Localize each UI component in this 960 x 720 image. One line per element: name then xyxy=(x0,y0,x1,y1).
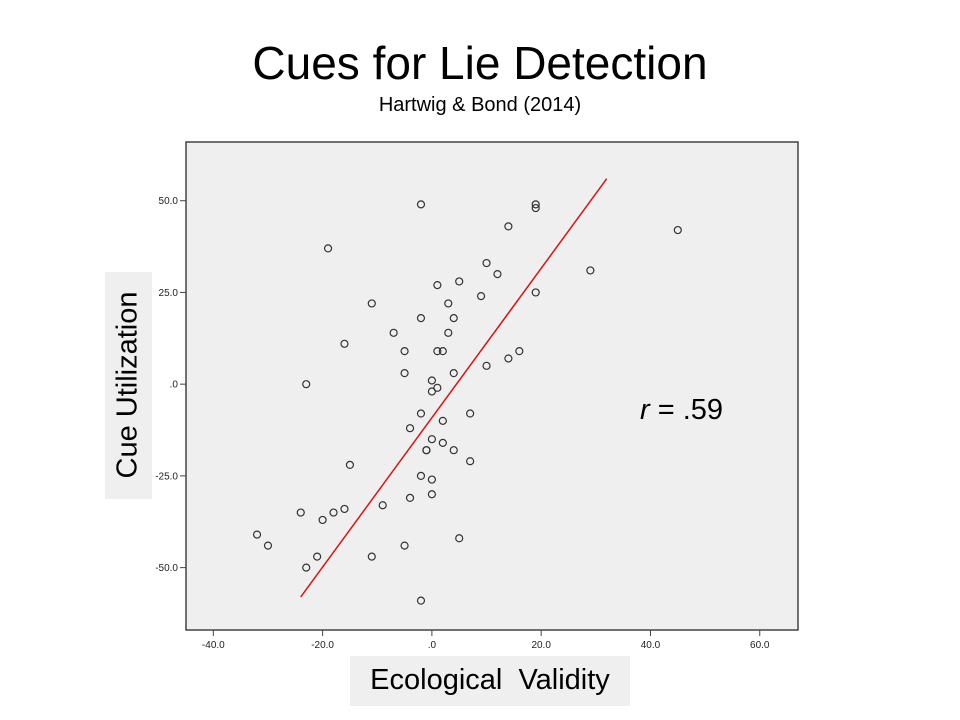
scatter-point xyxy=(504,222,513,231)
scatter-point xyxy=(531,203,540,213)
x-axis-label-box xyxy=(350,656,630,706)
plot-area xyxy=(185,141,799,631)
scatter-point xyxy=(433,383,442,392)
scatter-point xyxy=(422,446,431,455)
scatter-point xyxy=(455,277,464,286)
correlation-value: = .59 xyxy=(649,394,724,426)
y-tick-label: 50.0 xyxy=(159,196,179,207)
scatter-point xyxy=(427,376,436,385)
correlation-annotation: r = .59 xyxy=(640,394,723,427)
chart-subtitle: Hartwig & Bond (2014) xyxy=(378,94,582,116)
y-tick-label: .0 xyxy=(170,380,179,391)
scatter-point xyxy=(329,508,338,517)
r-symbol: r xyxy=(640,394,650,426)
scatter-point xyxy=(531,200,540,209)
scatter-point xyxy=(449,369,458,378)
scatter-point xyxy=(323,244,333,253)
chart-title: Cues for Lie Detection xyxy=(252,37,708,89)
x-tick-label: .0 xyxy=(428,640,437,651)
scatter-point xyxy=(345,460,355,469)
scatter-point xyxy=(252,530,262,539)
scatter-point xyxy=(444,299,453,308)
scatter-point xyxy=(466,409,475,418)
scatter-point xyxy=(340,339,349,348)
scatter-point xyxy=(438,438,447,447)
y-axis: 50.0 25.0 .0 -25.0 -50.0 xyxy=(155,196,186,574)
scatter-point xyxy=(444,328,453,337)
scatter-point xyxy=(296,508,305,517)
scatter-point xyxy=(427,435,436,444)
x-tick-label: -20.0 xyxy=(311,640,334,651)
scatter-point xyxy=(427,490,436,499)
x-axis: -40.0 -20.0 .0 20.0 40.0 60.0 xyxy=(202,630,770,651)
scatter-point xyxy=(367,552,376,561)
x-tick-label: 60.0 xyxy=(750,640,770,651)
scatter-point xyxy=(515,347,524,356)
x-tick-label: 20.0 xyxy=(531,640,551,651)
y-tick-label: -25.0 xyxy=(155,471,178,482)
scatter-point xyxy=(433,280,442,290)
scatter-point xyxy=(449,314,458,323)
scatter-point xyxy=(405,424,415,433)
scatter-point xyxy=(433,347,442,356)
scatter-point xyxy=(340,504,349,514)
scatter-point xyxy=(438,416,447,425)
y-tick-label: 25.0 xyxy=(159,288,179,299)
scatter-point xyxy=(438,347,447,356)
scatter-point xyxy=(476,292,486,301)
scatter-point xyxy=(482,258,491,268)
scatter-point xyxy=(389,328,398,337)
scatter-point xyxy=(449,446,458,455)
x-axis-label: Ecological Validity xyxy=(370,664,610,696)
scatter-point xyxy=(400,347,409,356)
scatter-point xyxy=(416,200,426,209)
scatter-point xyxy=(673,225,682,235)
scatter-point xyxy=(367,299,376,308)
scatter-point xyxy=(302,380,311,389)
scatter-point xyxy=(416,471,426,480)
y-tick-label: -50.0 xyxy=(155,563,178,574)
scatter-point xyxy=(586,266,595,275)
scatter-point xyxy=(427,475,436,484)
scatter-point xyxy=(531,288,540,297)
scatter-point xyxy=(313,552,322,561)
scatter-point xyxy=(482,361,491,370)
scatter-point xyxy=(493,269,502,279)
scatter-point xyxy=(378,501,387,510)
regression-line xyxy=(300,178,608,598)
scatter-point xyxy=(416,409,426,418)
scatter-point xyxy=(427,387,436,396)
scatter-point xyxy=(455,534,464,543)
y-axis-label-box xyxy=(105,272,152,499)
scatter-point xyxy=(318,515,327,525)
scatter-point xyxy=(416,314,426,323)
scatter-point xyxy=(504,354,513,363)
scatter-point xyxy=(263,541,273,550)
scatter-point xyxy=(400,369,409,378)
scatter-point xyxy=(405,493,415,503)
x-tick-label: 40.0 xyxy=(641,640,661,651)
y-axis-label: Cue Utilization xyxy=(111,291,144,479)
scatter-point xyxy=(466,457,475,466)
x-tick-label: -40.0 xyxy=(202,640,225,651)
scatter-point xyxy=(400,541,409,550)
data-points xyxy=(252,200,682,605)
scatter-point xyxy=(302,563,311,572)
scatter-point xyxy=(416,596,426,605)
